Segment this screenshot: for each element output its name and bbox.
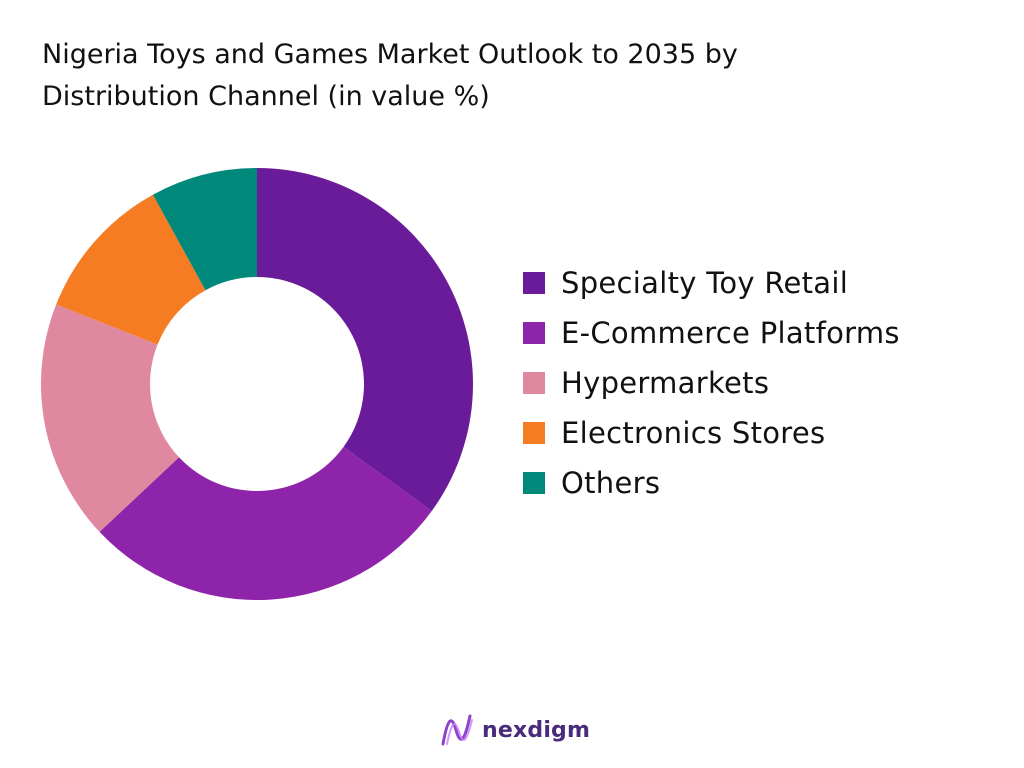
brand-logo: nexdigm xyxy=(440,712,590,748)
legend-label: Electronics Stores xyxy=(561,416,826,450)
chart-title: Nigeria Toys and Games Market Outlook to… xyxy=(42,34,942,118)
chart-title-line-1: Nigeria Toys and Games Market Outlook to… xyxy=(42,39,738,70)
legend-swatch xyxy=(523,322,545,344)
legend-item-electronics-stores: Electronics Stores xyxy=(523,408,900,458)
donut-slice-hypermarkets xyxy=(41,304,180,532)
donut-slices xyxy=(41,168,473,600)
legend-swatch xyxy=(523,272,545,294)
legend-label: Hypermarkets xyxy=(561,366,770,400)
legend-swatch xyxy=(523,372,545,394)
donut-slice-others xyxy=(152,168,257,291)
legend-label: Others xyxy=(561,466,661,500)
legend-item-others: Others xyxy=(523,458,900,508)
donut-chart xyxy=(41,168,473,600)
legend-item-specialty-toy-retail: Specialty Toy Retail xyxy=(523,258,900,308)
legend-item-e-commerce-platforms: E-Commerce Platforms xyxy=(523,308,900,358)
legend-swatch xyxy=(523,472,545,494)
legend-item-hypermarkets: Hypermarkets xyxy=(523,358,900,408)
donut-slice-specialty-toy-retail xyxy=(257,168,473,511)
legend-label: Specialty Toy Retail xyxy=(561,266,849,300)
chart-title-line-2: Distribution Channel (in value %) xyxy=(42,81,490,112)
chart-legend: Specialty Toy Retail E-Commerce Platform… xyxy=(523,258,900,508)
donut-slice-e-commerce-platforms xyxy=(99,446,432,600)
donut-slice-electronics-stores xyxy=(56,194,206,345)
brand-name: nexdigm xyxy=(482,717,591,743)
nexdigm-logo-icon xyxy=(441,714,473,746)
legend-label: E-Commerce Platforms xyxy=(561,316,900,350)
legend-swatch xyxy=(523,422,545,444)
